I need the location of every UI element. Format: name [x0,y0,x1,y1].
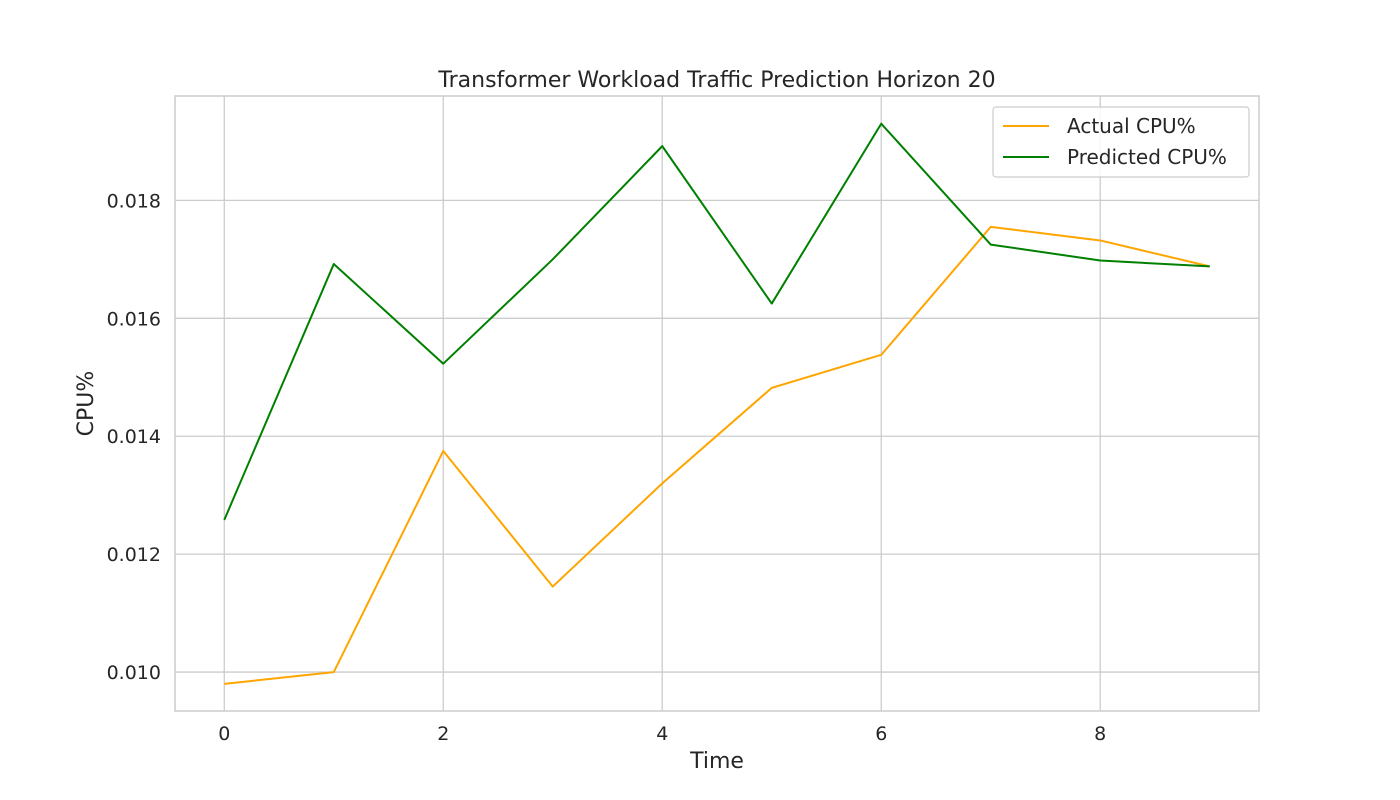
chart-title: Transformer Workload Traffic Prediction … [437,68,995,93]
y-tick-label: 0.018 [107,190,161,212]
x-tick-labels: 0 2 4 6 8 [218,723,1106,745]
x-tick-label: 8 [1094,723,1106,745]
legend-label: Predicted CPU% [1067,145,1227,169]
legend: Actual CPU% Predicted CPU% [992,106,1250,178]
y-tick-label: 0.016 [107,308,161,330]
grid [175,96,1259,711]
x-tick-label: 2 [437,723,449,745]
y-tick-label: 0.012 [107,544,161,566]
x-tick-label: 4 [656,723,668,745]
y-tick-label: 0.010 [107,662,161,684]
y-tick-labels: 0.010 0.012 0.014 0.016 0.018 [107,190,161,684]
legend-label: Actual CPU% [1067,114,1196,138]
legend-frame [992,106,1250,178]
x-tick-label: 6 [875,723,887,745]
series-line-actual [224,225,1210,685]
x-tick-label: 0 [218,723,230,745]
plot-area [174,95,1260,712]
series-lines [223,122,1210,685]
y-tick-label: 0.014 [107,426,161,448]
y-axis-label: CPU% [74,371,99,437]
x-axis-label: Time [689,749,744,774]
series-line-predicted [223,122,1210,521]
